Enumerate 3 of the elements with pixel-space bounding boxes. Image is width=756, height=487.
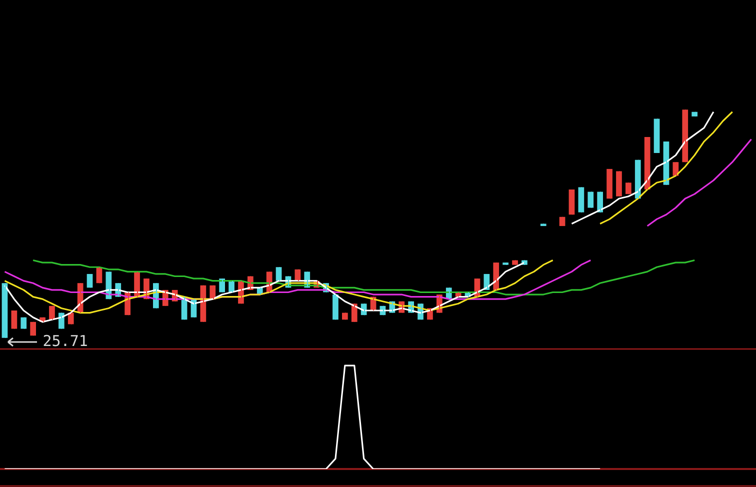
candlestick xyxy=(540,223,546,227)
annotation: 25.71 xyxy=(42,332,88,350)
candlestick xyxy=(502,262,509,266)
